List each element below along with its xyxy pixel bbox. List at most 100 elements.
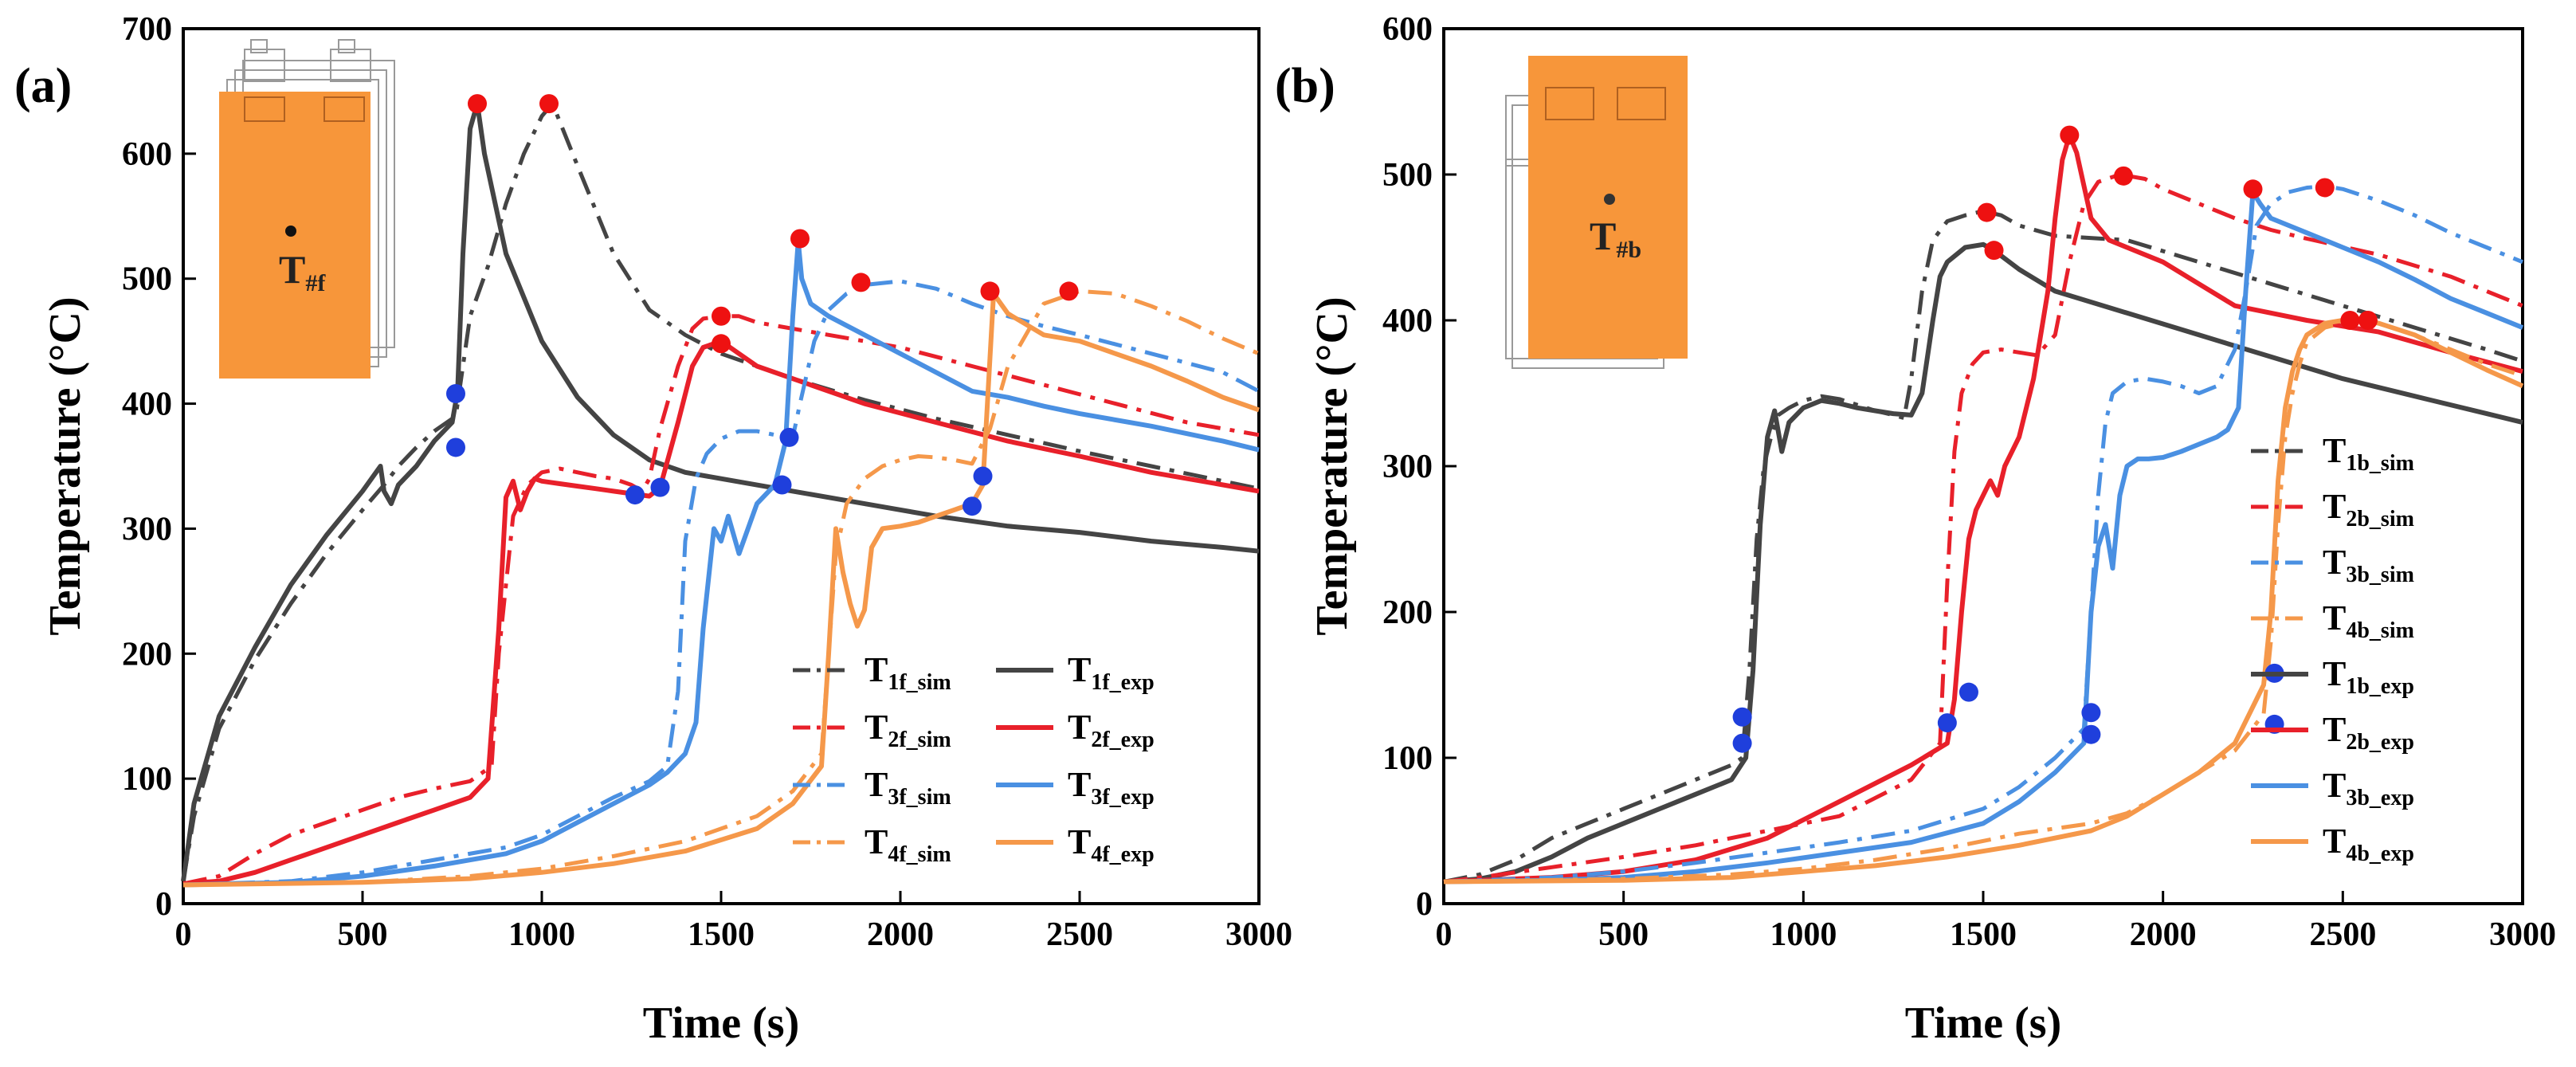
series-line-T1f_exp [181,101,1260,882]
x-tick-label: 3000 [2489,916,2556,953]
y-tick-label: 200 [1382,594,1433,631]
ignition-point-marker [625,485,645,505]
y-tick-label: 100 [1382,740,1433,777]
x-tick-label: 0 [175,916,192,953]
y-tick-label: 700 [122,11,172,48]
peak-point-marker [980,281,1000,301]
inset-label-a: T#f [279,247,326,296]
x-tick-label: 1500 [1950,916,2017,953]
legend-label: T3b_sim [2323,543,2414,587]
series-line-T4f_sim [182,288,1260,887]
legend-label: T3f_exp [1068,765,1155,810]
series-group-b [1443,132,2524,885]
series-line-T3f_exp [182,238,1260,888]
x-tick-label: 1000 [508,916,575,953]
legend-label: T2f_sim [865,708,951,752]
y-tick-label: 0 [155,886,172,923]
y-tick-label: 100 [122,761,172,798]
y-axis-label-a: Temperature (°C) [41,296,90,635]
inset-label-b: T#b [1590,214,1641,263]
peak-point-marker [2114,166,2134,186]
series-line-T1f_sim [181,101,1260,882]
legend-label: T2b_exp [2323,710,2414,755]
ignition-point-marker [650,477,670,497]
y-ticks-a: 0 100 200 300 400 500 600 700 [122,11,196,923]
legend-label: T1b_sim [2323,431,2414,476]
peak-point-marker [1984,241,2004,261]
legend-label: T4f_exp [1068,822,1155,867]
y-tick-label: 300 [1382,449,1433,485]
y-axis-label-b: Temperature (°C) [1308,296,1357,635]
legend-label: T4f_sim [865,822,951,867]
battery-body [1528,56,1688,359]
x-tick-label: 0 [1436,916,1453,953]
ignition-point-marker [772,475,792,495]
battery-body [219,92,371,379]
ignition-point-marker [446,384,465,404]
peak-point-marker [539,94,559,114]
peak-point-marker [2060,125,2080,145]
series-line-T2b_sim [1443,172,2523,884]
y-tick-label: 0 [1416,886,1433,923]
series-line-T3b_exp [1443,190,2524,885]
peak-point-marker [1977,202,1997,222]
ignition-point-marker [2081,724,2101,744]
sensor-point-icon [1604,194,1615,205]
series-line-T3f_sim [182,279,1261,887]
x-tick-label: 3000 [1225,916,1292,953]
series-line-T3b_sim [1443,184,2523,884]
series-line-T2b_exp [1443,132,2523,885]
series-line-T2f_exp [182,339,1260,886]
peak-point-marker [2358,311,2378,330]
ignition-point-marker [2081,703,2101,723]
legend-a: T1f_sim T1f_exp T2f_sim T2f_exp T3f_sim T3f_e… [793,650,1155,867]
peak-point-marker [712,334,731,354]
panel-label-b: (b) [1275,59,1335,113]
peak-point-marker [790,229,810,249]
legend-label: T1f_exp [1068,650,1155,695]
peak-point-marker [468,94,487,114]
y-ticks-b: 0 100 200 300 400 500 600 [1382,11,1457,923]
legend-b: T1b_sim T2b_sim T3b_sim T4b_sim T1b_exp T2b_e… [2251,431,2414,866]
panel-a: 0 500 1000 1500 2000 2500 3000 0 100 200 300 400 50… [14,11,1292,1048]
legend-label: T2f_exp [1068,708,1155,752]
x-tick-label: 1000 [1770,916,1837,953]
battery-inset-a: T#f [219,39,395,379]
legend-label: T1b_exp [2323,654,2414,699]
legend-label: T4b_sim [2323,598,2414,643]
battery-inset-b: T#b [1505,56,1688,369]
peak-point-marker [851,273,871,292]
legend-label: T3f_sim [865,765,951,810]
x-tick-label: 2500 [1046,916,1113,953]
legend-label: T2b_sim [2323,487,2414,532]
x-tick-label: 500 [1598,916,1649,953]
x-tick-label: 2000 [2130,916,2197,953]
y-tick-label: 400 [1382,303,1433,339]
y-tick-label: 300 [122,511,172,547]
x-tick-label: 2000 [867,916,934,953]
legend-label: T4b_exp [2323,822,2414,866]
ignition-point-marker [1958,682,1978,702]
legend-label: T1f_sim [865,650,951,695]
peak-point-marker [2315,178,2335,198]
legend-label: T3b_exp [2323,766,2414,810]
x-axis-label-b: Time (s) [1905,998,2062,1048]
y-tick-label: 500 [1382,157,1433,194]
series-line-T1b_exp [1443,241,2523,885]
ignition-point-marker [1732,707,1752,727]
y-tick-label: 600 [1382,11,1433,48]
ignition-point-marker [963,496,982,516]
peak-point-marker [2243,179,2263,199]
x-tick-label: 2500 [2309,916,2376,953]
x-ticks-b: 0 500 1000 1500 2000 2500 3000 [1436,891,2556,953]
ignition-point-marker [1732,733,1752,753]
y-tick-label: 600 [122,136,172,173]
panel-label-a: (a) [14,59,72,113]
peak-point-marker [712,306,731,326]
x-tick-label: 1500 [688,916,755,953]
x-axis-label-a: Time (s) [643,998,800,1048]
x-tick-label: 500 [338,916,388,953]
series-line-T1b_sim [1443,209,2523,884]
ignition-point-marker [446,437,465,457]
